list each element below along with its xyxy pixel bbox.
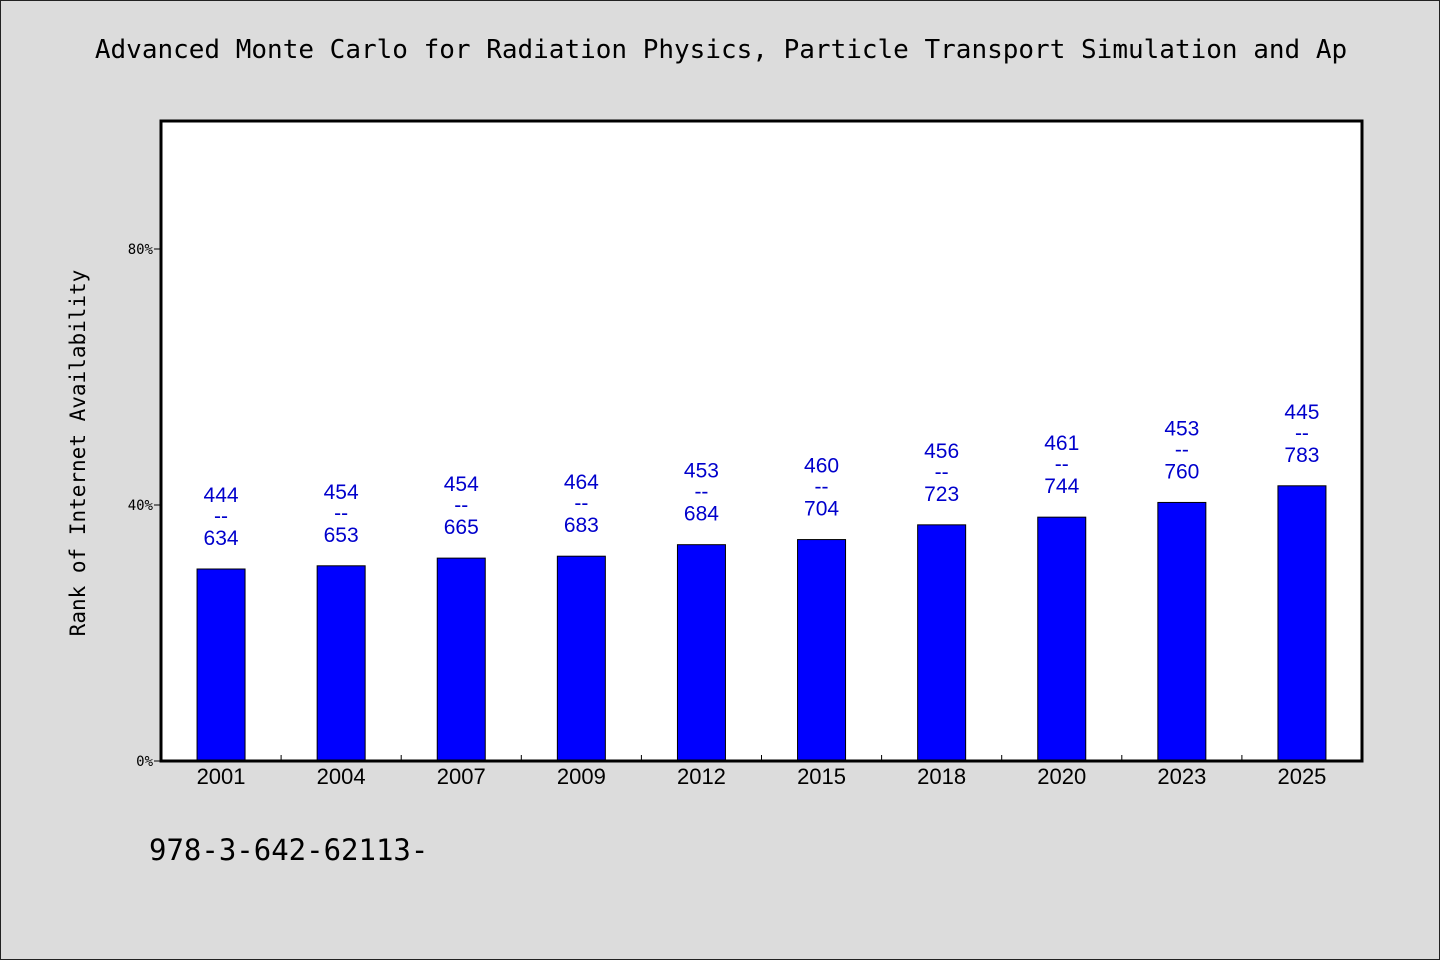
data-label-top: 445 xyxy=(1284,401,1319,424)
bar-2015 xyxy=(797,539,847,762)
x-tick-label: 2023 xyxy=(1157,764,1206,789)
x-tick-label: 2012 xyxy=(677,764,726,789)
chart-title: Advanced Monte Carlo for Radiation Physi… xyxy=(94,35,1348,65)
x-tick-label: 2020 xyxy=(1037,764,1086,789)
data-label-sep: -- xyxy=(815,476,829,499)
bar-2025 xyxy=(1277,485,1327,762)
footer-isbn: 978-3-642-62113- xyxy=(149,833,429,867)
data-label-top: 461 xyxy=(1044,432,1079,455)
data-label-sep: -- xyxy=(214,505,228,528)
data-label-bottom: 634 xyxy=(204,527,239,550)
data-label-sep: -- xyxy=(1295,422,1309,445)
data-label-top: 453 xyxy=(1164,417,1199,440)
data-label-bottom: 723 xyxy=(924,483,959,506)
data-label-top: 453 xyxy=(684,460,719,483)
data-label-bottom: 684 xyxy=(684,503,719,526)
x-tick-label: 2015 xyxy=(797,764,846,789)
data-label-top: 460 xyxy=(804,455,839,478)
data-label-sep: -- xyxy=(574,492,588,515)
data-label-sep: -- xyxy=(454,494,468,517)
bar-2018 xyxy=(917,524,967,762)
data-label-bottom: 760 xyxy=(1164,460,1199,483)
x-tick-label: 2025 xyxy=(1277,764,1326,789)
data-label-sep: -- xyxy=(1055,453,1069,476)
bar-2023 xyxy=(1157,501,1207,762)
data-label-bottom: 653 xyxy=(324,524,359,547)
y-tick-label: 80% xyxy=(128,242,154,258)
data-label-top: 444 xyxy=(204,484,239,507)
data-label-top: 454 xyxy=(444,473,479,496)
data-label-bottom: 665 xyxy=(444,516,479,539)
data-label-sep: -- xyxy=(935,461,949,484)
bar-2001 xyxy=(196,568,246,762)
bar-2009 xyxy=(556,555,606,762)
data-label-bottom: 683 xyxy=(564,514,599,537)
data-label-bottom: 704 xyxy=(804,498,839,521)
data-label-bottom: 744 xyxy=(1044,475,1079,498)
data-label-bottom: 783 xyxy=(1284,444,1319,467)
bar-2007 xyxy=(436,557,486,762)
bar-2012 xyxy=(676,544,726,762)
data-label-top: 456 xyxy=(924,440,959,463)
data-label-sep: -- xyxy=(694,481,708,504)
x-tick-label: 2009 xyxy=(557,764,606,789)
y-tick-label: 40% xyxy=(128,498,154,514)
data-label-sep: -- xyxy=(1175,438,1189,461)
data-label-top: 464 xyxy=(564,471,599,494)
x-tick-label: 2001 xyxy=(197,764,246,789)
x-tick-label: 2007 xyxy=(437,764,486,789)
data-label-sep: -- xyxy=(334,502,348,525)
bar-2004 xyxy=(316,565,366,762)
y-tick-label: 0% xyxy=(136,754,153,770)
data-label-top: 454 xyxy=(324,481,359,504)
bar-2020 xyxy=(1037,516,1087,762)
x-tick-label: 2004 xyxy=(317,764,366,789)
x-tick-label: 2018 xyxy=(917,764,966,789)
